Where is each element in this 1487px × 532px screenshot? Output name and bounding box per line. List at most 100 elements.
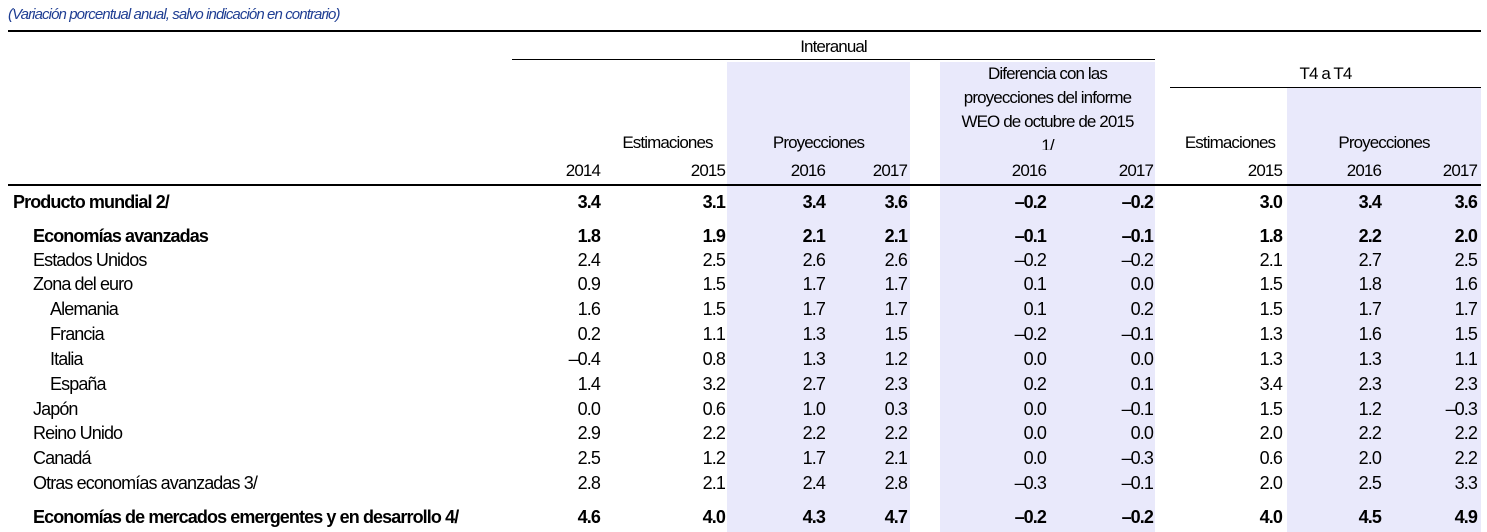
table-row: Economías avanzadas 1.8 1.9 2.1 2.1 –0.1 –0.1 1… <box>0 224 1487 248</box>
table-cell: 0.6 <box>1259 448 1283 468</box>
table-cell: 2.9 <box>577 423 601 443</box>
table-cell: –0.1 <box>1121 399 1154 419</box>
table-cell: 2.1 <box>1259 250 1283 270</box>
table-cell: 1.3 <box>802 324 826 344</box>
table-cell: 0.0 <box>1130 274 1154 294</box>
table-cell: 3.0 <box>1259 192 1283 212</box>
table-cell: 2.4 <box>802 473 826 493</box>
table-cell: 2.5 <box>1358 473 1382 493</box>
table-cell: –0.1 <box>1121 324 1154 344</box>
table-cell: 2.2 <box>802 423 826 443</box>
row-label: Reino Unido <box>33 423 123 443</box>
difference-header-line: proyecciones del informe <box>963 88 1132 107</box>
table-cell: –0.2 <box>1121 507 1154 527</box>
table-cell: 0.8 <box>702 349 726 369</box>
table-cell: 1.6 <box>1454 274 1478 294</box>
table-cell: 4.5 <box>1358 507 1382 527</box>
row-label: Estados Unidos <box>33 250 147 270</box>
table-cell: 3.6 <box>884 192 908 212</box>
table-cell: 1.7 <box>1454 299 1478 319</box>
table-cell: 1.6 <box>1358 324 1382 344</box>
year-header: 2015 <box>690 161 726 180</box>
table-cell: –0.2 <box>1014 507 1047 527</box>
table-cell: 2.0 <box>1454 226 1478 246</box>
table-cell: 2.2 <box>702 423 726 443</box>
row-label: Francia <box>50 324 105 344</box>
table-cell: 2.6 <box>802 250 826 270</box>
table-cell: –0.3 <box>1445 399 1478 419</box>
table-cell: 0.1 <box>1023 299 1047 319</box>
table-cell: 1.7 <box>884 274 908 294</box>
proyecciones-header: Proyecciones <box>772 133 865 152</box>
table-cell: 1.7 <box>802 274 826 294</box>
t4-rule <box>1170 87 1481 88</box>
table-cell: –0.1 <box>1014 226 1047 246</box>
table-cell: 1.5 <box>1259 299 1283 319</box>
row-label: Producto mundial 2/ <box>13 192 170 212</box>
table-cell: 2.2 <box>1454 448 1478 468</box>
table-cell: 2.0 <box>1259 473 1283 493</box>
table-cell: 2.6 <box>884 250 908 270</box>
table-cell: 0.2 <box>1130 299 1154 319</box>
table-cell: 2.8 <box>577 473 601 493</box>
year-header: 2016 <box>1011 161 1047 180</box>
table-cell: 0.3 <box>884 399 908 419</box>
table-cell: 2.0 <box>1358 448 1382 468</box>
table-row: España 1.4 3.2 2.7 2.3 0.2 0.1 3.4 2.3 2.3 <box>0 372 1487 396</box>
table-cell: 1.3 <box>1259 349 1283 369</box>
table-cell: 3.4 <box>1259 374 1283 394</box>
table-cell: 2.3 <box>1454 374 1478 394</box>
table-cell: 4.7 <box>884 507 908 527</box>
t4-proyecciones-header: Proyecciones <box>1338 133 1430 152</box>
interanual-rule <box>512 59 1155 60</box>
table-row: Zona del euro 0.9 1.5 1.7 1.7 0.1 0.0 1.5 1.8 1.6 <box>0 272 1487 296</box>
t4-header: T4 a T4 <box>1299 64 1353 83</box>
table-cell: 2.3 <box>1358 374 1382 394</box>
table-cell: 3.6 <box>1454 192 1478 212</box>
table-cell: 0.1 <box>1130 374 1154 394</box>
table-cell: 0.2 <box>577 324 601 344</box>
table-row: Reino Unido 2.9 2.2 2.2 2.2 0.0 0.0 2.0 2.2 2.2 <box>0 421 1487 445</box>
table-cell: 1.6 <box>577 299 601 319</box>
table-cell: –0.2 <box>1014 192 1047 212</box>
table-cell: 2.1 <box>884 226 908 246</box>
projections-band <box>727 62 910 532</box>
table-row: Producto mundial 2/3.4 3.1 3.4 3.6 –0.2 –0.2 3… <box>0 190 1487 214</box>
table-cell: 2.0 <box>1259 423 1283 443</box>
table-cell: 0.0 <box>1023 399 1047 419</box>
year-header: 2016 <box>1346 161 1382 180</box>
table-cell: 1.7 <box>802 299 826 319</box>
table-cell: 1.0 <box>802 399 826 419</box>
table-cell: 1.3 <box>1259 324 1283 344</box>
table-cell: 0.0 <box>1023 349 1047 369</box>
row-label: Otras economías avanzadas 3/ <box>33 473 258 493</box>
table-cell: 3.4 <box>577 192 601 212</box>
table-cell: 4.0 <box>702 507 726 527</box>
table-cell: 1.7 <box>802 448 826 468</box>
table-cell: 2.2 <box>884 423 908 443</box>
table-cell: 2.2 <box>1358 226 1382 246</box>
row-label: Japón <box>33 399 78 419</box>
table-subtitle: (Variación porcentual anual, salvo indic… <box>8 6 340 23</box>
table-cell: 1.3 <box>1358 349 1382 369</box>
difference-header-note: 1/ <box>1041 136 1054 150</box>
table-cell: 1.5 <box>884 324 908 344</box>
table-cell: 1.8 <box>577 226 601 246</box>
table-cell: 2.5 <box>702 250 726 270</box>
table-cell: 2.2 <box>1358 423 1382 443</box>
table-row: Francia 0.2 1.1 1.3 1.5 –0.2 –0.1 1.3 1.6 1.5 <box>0 322 1487 346</box>
table-cell: –0.2 <box>1121 250 1154 270</box>
top-rule <box>8 30 1481 32</box>
table-cell: 0.0 <box>1130 423 1154 443</box>
table-cell: –0.2 <box>1014 324 1047 344</box>
table-row: Otras economías avanzadas 3/2.8 2.1 2.4 2.8… <box>0 471 1487 495</box>
table-cell: 2.1 <box>884 448 908 468</box>
table-cell: –0.1 <box>1121 473 1154 493</box>
row-label: Canadá <box>33 448 92 468</box>
difference-header-line: WEO de octubre de 2015 <box>961 112 1134 131</box>
table-cell: 0.0 <box>1130 349 1154 369</box>
row-label: Italia <box>50 349 84 369</box>
table-cell: 1.7 <box>1358 299 1382 319</box>
table-cell: 1.5 <box>1454 324 1478 344</box>
table-cell: 1.1 <box>702 324 726 344</box>
